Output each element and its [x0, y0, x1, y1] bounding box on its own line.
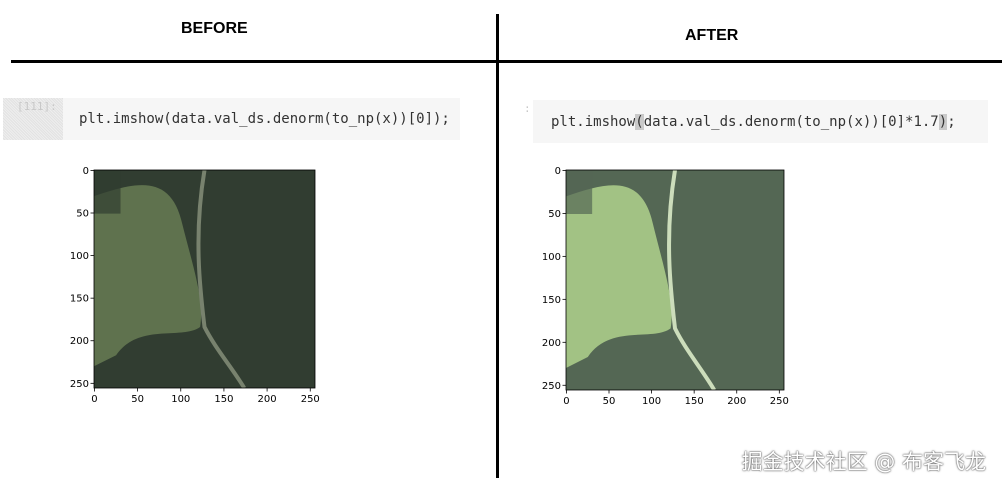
code-fn: plt.imshow — [551, 113, 636, 130]
satellite-image — [94, 170, 315, 388]
y-tick-label: 100 — [70, 251, 89, 262]
plot-frame — [93, 169, 316, 389]
y-tick-label: 200 — [70, 336, 89, 347]
x-tick-label: 50 — [603, 396, 616, 407]
y-tick-label: 50 — [76, 209, 89, 220]
y-tick-label: 0 — [83, 166, 89, 177]
plot-frame — [565, 169, 785, 391]
y-tick-label: 150 — [70, 294, 89, 305]
horizontal-divider — [11, 60, 1002, 63]
y-tick-label: 250 — [542, 381, 561, 392]
x-tick-label: 250 — [770, 396, 789, 407]
matched-paren-close: ) — [938, 113, 948, 130]
y-tick-label: 0 — [555, 166, 561, 177]
x-tick-label: 50 — [131, 394, 144, 405]
y-tick-label: 250 — [70, 379, 89, 390]
x-tick-label: 100 — [642, 396, 661, 407]
x-tick-label: 0 — [563, 396, 569, 407]
x-tick-label: 250 — [301, 394, 320, 405]
x-tick-label: 200 — [258, 394, 277, 405]
x-tick-label: 100 — [171, 394, 190, 405]
x-tick-label: 200 — [727, 396, 746, 407]
before-header: BEFORE — [181, 20, 248, 37]
cell-prompt-after: : — [524, 102, 531, 115]
x-tick-label: 150 — [685, 396, 704, 407]
y-tick-label: 50 — [548, 209, 561, 220]
watermark: 掘金技术社区 @ 布客飞龙 — [741, 450, 986, 474]
after-header: AFTER — [685, 27, 739, 44]
x-tick-label: 0 — [91, 394, 97, 405]
y-tick-label: 150 — [542, 295, 561, 306]
code-text: plt.imshow(data.val_ds.denorm(to_np(x))[… — [79, 111, 450, 127]
x-tick-label: 150 — [214, 394, 233, 405]
code-semicolon: ; — [947, 113, 956, 130]
y-tick-label: 200 — [542, 338, 561, 349]
satellite-image — [566, 170, 784, 390]
code-cell-after[interactable]: plt.imshow(data.val_ds.denorm(to_np(x))[… — [533, 100, 988, 143]
code-cell-before[interactable]: plt.imshow(data.val_ds.denorm(to_np(x))[… — [63, 98, 460, 140]
code-args: data.val_ds.denorm(to_np(x))[0]*1.7 — [643, 113, 939, 130]
matched-paren-open: ( — [635, 113, 644, 130]
cell-prompt-before: [111]: — [3, 98, 63, 140]
vertical-divider — [496, 14, 499, 478]
y-tick-label: 100 — [542, 252, 561, 263]
